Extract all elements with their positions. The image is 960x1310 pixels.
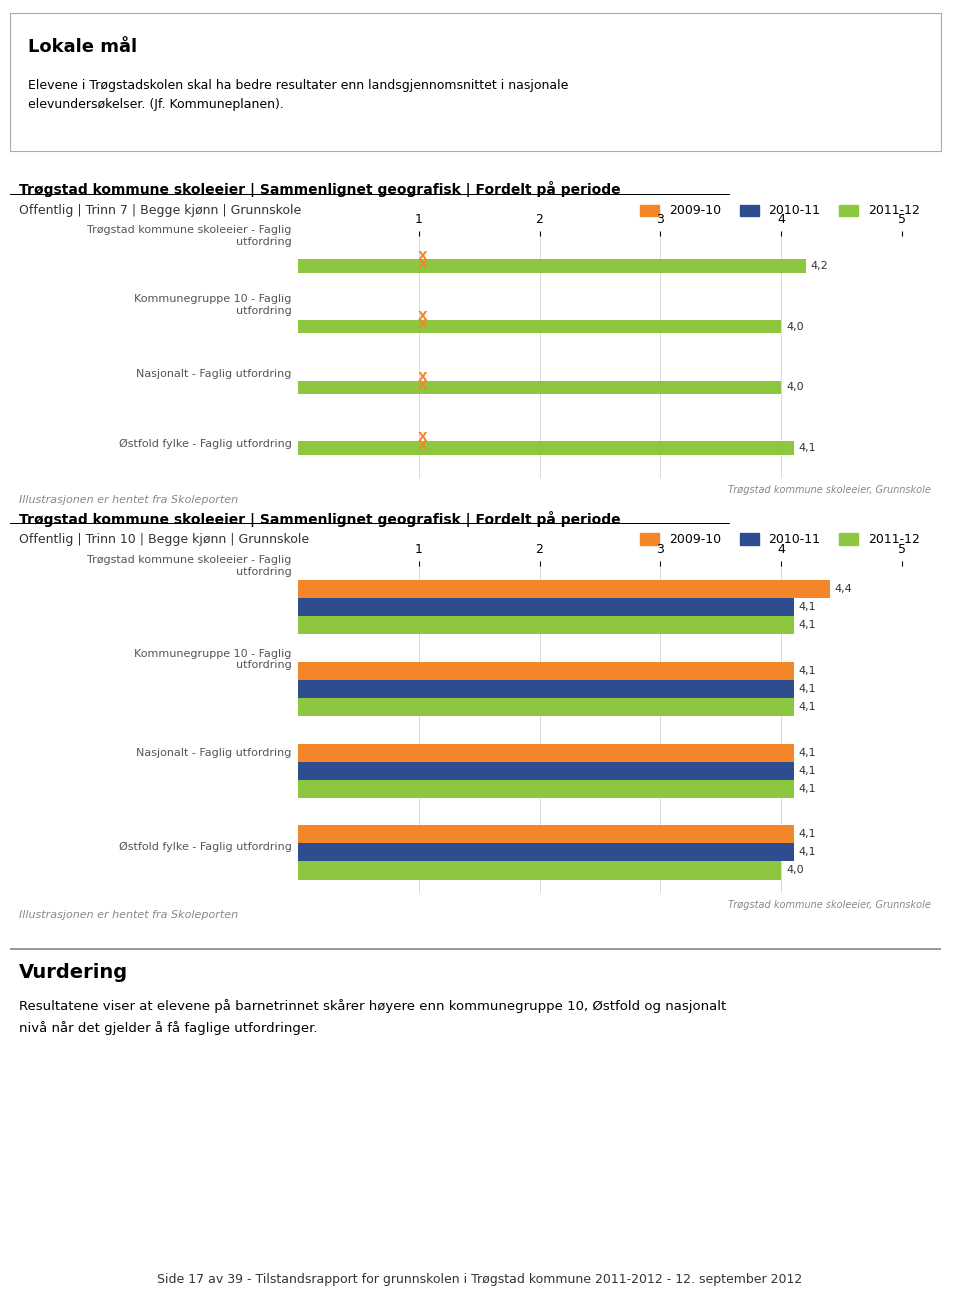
Text: Nasjonalt - Faglig utfordring: Nasjonalt - Faglig utfordring [136,748,292,758]
Text: 4,1: 4,1 [799,848,816,858]
Text: X: X [418,439,427,452]
Text: Elevene i Trøgstadskolen skal ha bedre resultater enn landsgjennomsnittet i nasj: Elevene i Trøgstadskolen skal ha bedre r… [28,79,568,111]
Text: Kommunegruppe 10 - Faglig
utfordring: Kommunegruppe 10 - Faglig utfordring [134,295,292,316]
Bar [298,616,794,634]
Bar [298,825,794,844]
Bar [298,441,794,455]
Text: Offentlig | Trinn 10 | Begge kjønn | Grunnskole: Offentlig | Trinn 10 | Begge kjønn | Gru… [19,533,309,546]
Text: X: X [418,431,427,444]
Bar [298,779,794,798]
Text: Lokale mål: Lokale mål [28,38,137,56]
Text: 4,0: 4,0 [786,866,804,875]
Bar [298,580,829,597]
Legend: 2009-10, 2010-11, 2011-12: 2009-10, 2010-11, 2011-12 [636,199,924,223]
Text: Trøgstad kommune skoleeier, Grunnskole: Trøgstad kommune skoleeier, Grunnskole [729,900,931,910]
Text: X: X [418,258,427,271]
Text: 4,1: 4,1 [799,665,816,676]
Bar [298,844,794,862]
Text: 4,1: 4,1 [799,601,816,612]
Bar [298,862,781,879]
Text: Offentlig | Trinn 7 | Begge kjønn | Grunnskole: Offentlig | Trinn 7 | Begge kjønn | Grun… [19,204,301,217]
Text: 4,4: 4,4 [834,584,852,593]
Text: Illustrasjonen er hentet fra Skoleporten: Illustrasjonen er hentet fra Skoleporten [19,910,238,921]
Text: Trøgstad kommune skoleeier - Faglig
utfordring: Trøgstad kommune skoleeier - Faglig utfo… [87,555,292,576]
Bar [298,320,781,333]
Text: Nasjonalt - Faglig utfordring: Nasjonalt - Faglig utfordring [136,369,292,380]
Text: 4,1: 4,1 [799,748,816,757]
Text: X: X [418,379,427,392]
Text: 4,1: 4,1 [799,620,816,630]
Text: Trøgstad kommune skoleeier | Sammenlignet geografisk | Fordelt på periode: Trøgstad kommune skoleeier | Sammenligne… [19,511,621,527]
Text: X: X [418,250,427,262]
Text: 4,1: 4,1 [799,684,816,694]
Bar [298,662,794,680]
Text: 4,0: 4,0 [786,383,804,392]
Bar [298,259,805,272]
Bar [298,680,794,698]
Bar [298,761,794,779]
Text: 4,1: 4,1 [799,783,816,794]
Text: X: X [418,318,427,331]
Text: Trøgstad kommune skoleeier | Sammenlignet geografisk | Fordelt på periode: Trøgstad kommune skoleeier | Sammenligne… [19,181,621,196]
Text: Resultatene viser at elevene på barnetrinnet skårer høyere enn kommunegruppe 10,: Resultatene viser at elevene på barnetri… [19,1000,727,1035]
Text: 4,1: 4,1 [799,765,816,776]
Bar [298,381,781,394]
Legend: 2009-10, 2010-11, 2011-12: 2009-10, 2010-11, 2011-12 [636,528,924,552]
Bar [298,744,794,761]
Text: Illustrasjonen er hentet fra Skoleporten: Illustrasjonen er hentet fra Skoleporten [19,495,238,506]
Text: X: X [418,371,427,384]
Text: Vurdering: Vurdering [19,963,129,982]
Text: Kommunegruppe 10 - Faglig
utfordring: Kommunegruppe 10 - Faglig utfordring [134,648,292,671]
Bar [298,597,794,616]
Text: X: X [418,310,427,324]
Bar [298,698,794,715]
Text: 4,1: 4,1 [799,829,816,840]
Text: Trøgstad kommune skoleeier - Faglig
utfordring: Trøgstad kommune skoleeier - Faglig utfo… [87,225,292,246]
Text: Østfold fylke - Faglig utfordring: Østfold fylke - Faglig utfordring [119,841,292,852]
Text: 4,0: 4,0 [786,322,804,331]
Text: 4,1: 4,1 [799,443,816,453]
Text: 4,1: 4,1 [799,702,816,711]
Text: Side 17 av 39 - Tilstandsrapport for grunnskolen i Trøgstad kommune 2011-2012 - : Side 17 av 39 - Tilstandsrapport for gru… [157,1273,803,1286]
Text: 4,2: 4,2 [810,261,828,271]
Text: Østfold fylke - Faglig utfordring: Østfold fylke - Faglig utfordring [119,439,292,448]
Text: Trøgstad kommune skoleeier, Grunnskole: Trøgstad kommune skoleeier, Grunnskole [729,485,931,495]
